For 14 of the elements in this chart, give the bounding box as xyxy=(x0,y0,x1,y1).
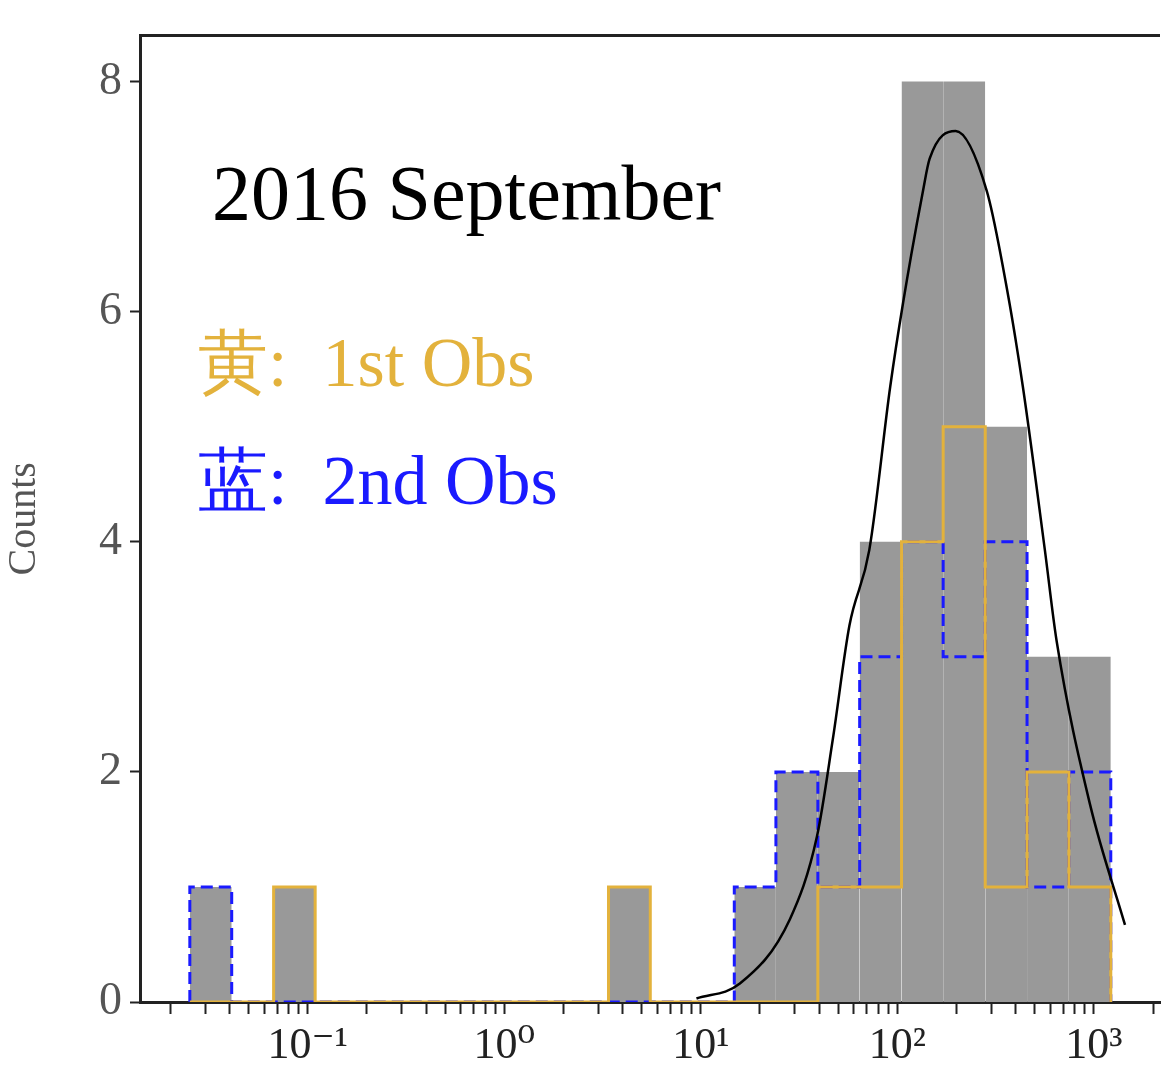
y-tick-label: 6 xyxy=(99,282,122,334)
y-axis-title: Counts xyxy=(0,462,44,576)
x-tick-label: 10³ xyxy=(1065,1018,1123,1068)
y-tick-label: 8 xyxy=(99,52,122,104)
x-tick-label: 10⁰ xyxy=(473,1018,536,1068)
text: 蓝: 2nd Obs xyxy=(198,441,558,519)
x-tick-label: 10¹ xyxy=(672,1018,730,1068)
x-tick-label: 10⁻¹ xyxy=(267,1018,349,1068)
text: 2016 September xyxy=(212,148,722,236)
y-tick-label: 4 xyxy=(99,512,122,564)
x-tick-label: 10² xyxy=(868,1018,926,1068)
y-tick-label: 2 xyxy=(99,742,122,794)
y-tick-label: 0 xyxy=(99,973,122,1025)
text: 黄: 1st Obs xyxy=(198,323,535,401)
